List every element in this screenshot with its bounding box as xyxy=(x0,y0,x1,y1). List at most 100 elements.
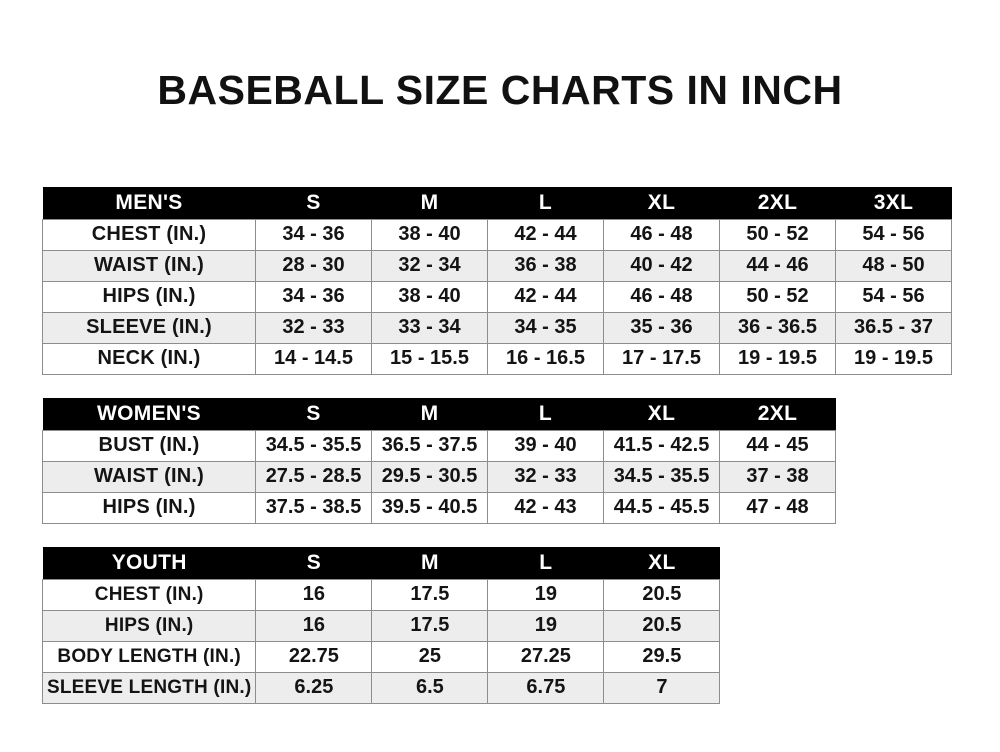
measurement-value: 16 - 16.5 xyxy=(487,342,604,375)
measurement-value: 19 - 19.5 xyxy=(835,342,952,375)
table-header-row: WOMEN'S S M L XL 2XL xyxy=(42,398,836,430)
measurement-value: 48 - 50 xyxy=(835,249,952,282)
measurement-value: 19 xyxy=(487,578,605,611)
measurement-value: 47 - 48 xyxy=(719,491,836,524)
size-column-header-m: M xyxy=(371,398,488,430)
measurement-value: 32 - 33 xyxy=(487,460,604,493)
measurement-value: 34 - 36 xyxy=(255,218,372,251)
table-header-row: MEN'S S M L XL 2XL 3XL xyxy=(42,187,952,219)
table-row: BODY LENGTH (IN.) 22.75 25 27.25 29.5 xyxy=(41,640,721,673)
measurement-value: 36.5 - 37 xyxy=(835,311,952,344)
table-row: BUST (IN.) 34.5 - 35.5 36.5 - 37.5 39 - 40 4… xyxy=(42,429,836,462)
table-row: SLEEVE (IN.) 32 - 33 33 - 34 34 - 35 35 - 36… xyxy=(42,311,952,344)
measurement-value: 25 xyxy=(371,640,489,673)
mens-size-table: MEN'S S M L XL 2XL 3XL CHEST (IN.) 34 - 36 38 - 4… xyxy=(42,187,952,375)
measurement-value: 19 xyxy=(487,609,605,642)
measurement-value: 16 xyxy=(255,609,373,642)
measurement-value: 29.5 - 30.5 xyxy=(371,460,488,493)
size-column-header-xl: XL xyxy=(603,187,720,219)
measurement-value: 50 - 52 xyxy=(719,280,836,313)
measurement-value: 6.25 xyxy=(255,671,373,704)
measurement-value: 46 - 48 xyxy=(603,280,720,313)
measurement-value: 37 - 38 xyxy=(719,460,836,493)
size-column-header-xl: XL xyxy=(603,547,720,579)
measurement-value: 34 - 35 xyxy=(487,311,604,344)
measurement-value: 17.5 xyxy=(371,578,489,611)
measurement-value: 46 - 48 xyxy=(603,218,720,251)
measurement-label: HIPS (IN.) xyxy=(41,609,257,642)
size-column-header-s: S xyxy=(255,187,372,219)
measurement-value: 6.75 xyxy=(487,671,605,704)
measurement-value: 17 - 17.5 xyxy=(603,342,720,375)
measurement-value: 14 - 14.5 xyxy=(255,342,372,375)
measurement-value: 37.5 - 38.5 xyxy=(255,491,372,524)
size-column-header-m: M xyxy=(371,187,488,219)
table-row: HIPS (IN.) 16 17.5 19 20.5 xyxy=(41,609,721,642)
size-column-header-l: L xyxy=(487,398,604,430)
size-column-header-3xl: 3XL xyxy=(835,187,952,219)
measurement-value: 42 - 44 xyxy=(487,218,604,251)
table-row: HIPS (IN.) 37.5 - 38.5 39.5 - 40.5 42 - 43 4… xyxy=(42,491,836,524)
measurement-label: NECK (IN.) xyxy=(42,342,256,375)
measurement-label: SLEEVE LENGTH (IN.) xyxy=(41,671,257,704)
measurement-value: 15 - 15.5 xyxy=(371,342,488,375)
measurement-value: 16 xyxy=(255,578,373,611)
measurement-label: WAIST (IN.) xyxy=(42,460,256,493)
page-title: BASEBALL SIZE CHARTS IN INCH xyxy=(157,67,843,113)
measurement-value: 6.5 xyxy=(371,671,489,704)
measurement-value: 32 - 34 xyxy=(371,249,488,282)
measurement-value: 27.25 xyxy=(487,640,605,673)
table-row: SLEEVE LENGTH (IN.) 6.25 6.5 6.75 7 xyxy=(41,671,721,704)
table-row: CHEST (IN.) 16 17.5 19 20.5 xyxy=(41,578,721,611)
measurement-value: 22.75 xyxy=(255,640,373,673)
table-category-label: MEN'S xyxy=(42,187,256,219)
measurement-label: HIPS (IN.) xyxy=(42,491,256,524)
measurement-value: 29.5 xyxy=(603,640,721,673)
size-column-header-2xl: 2XL xyxy=(719,187,836,219)
measurement-value: 39.5 - 40.5 xyxy=(371,491,488,524)
size-column-header-l: L xyxy=(487,187,604,219)
measurement-value: 44 - 46 xyxy=(719,249,836,282)
table-row: WAIST (IN.) 27.5 - 28.5 29.5 - 30.5 32 - 33… xyxy=(42,460,836,493)
size-column-header-s: S xyxy=(255,398,372,430)
measurement-value: 41.5 - 42.5 xyxy=(603,429,720,462)
measurement-value: 20.5 xyxy=(603,578,721,611)
measurement-value: 27.5 - 28.5 xyxy=(255,460,372,493)
measurement-value: 17.5 xyxy=(371,609,489,642)
measurement-value: 36 - 38 xyxy=(487,249,604,282)
measurement-value: 40 - 42 xyxy=(603,249,720,282)
measurement-value: 44 - 45 xyxy=(719,429,836,462)
measurement-value: 42 - 44 xyxy=(487,280,604,313)
table-row: WAIST (IN.) 28 - 30 32 - 34 36 - 38 40 - 42 4… xyxy=(42,249,952,282)
measurement-value: 54 - 56 xyxy=(835,218,952,251)
measurement-value: 38 - 40 xyxy=(371,280,488,313)
measurement-value: 34 - 36 xyxy=(255,280,372,313)
table-row: CHEST (IN.) 34 - 36 38 - 40 42 - 44 46 - 48 5… xyxy=(42,218,952,251)
measurement-value: 44.5 - 45.5 xyxy=(603,491,720,524)
size-column-header-m: M xyxy=(371,547,488,579)
table-category-label: WOMEN'S xyxy=(42,398,256,430)
measurement-label: CHEST (IN.) xyxy=(42,218,256,251)
measurement-value: 50 - 52 xyxy=(719,218,836,251)
table-row: HIPS (IN.) 34 - 36 38 - 40 42 - 44 46 - 48 50… xyxy=(42,280,952,313)
size-column-header-s: S xyxy=(255,547,372,579)
measurement-value: 36 - 36.5 xyxy=(719,311,836,344)
table-row: NECK (IN.) 14 - 14.5 15 - 15.5 16 - 16.5 17 … xyxy=(42,342,952,375)
measurement-value: 28 - 30 xyxy=(255,249,372,282)
size-column-header-l: L xyxy=(487,547,604,579)
measurement-value: 34.5 - 35.5 xyxy=(255,429,372,462)
measurement-label: BODY LENGTH (IN.) xyxy=(41,640,257,673)
youth-size-table: YOUTH S M L XL CHEST (IN.) 16 17.5 19 20.5 HIPS (I… xyxy=(41,547,721,704)
size-column-header-xl: XL xyxy=(603,398,720,430)
measurement-value: 34.5 - 35.5 xyxy=(603,460,720,493)
measurement-value: 36.5 - 37.5 xyxy=(371,429,488,462)
measurement-value: 32 - 33 xyxy=(255,311,372,344)
womens-size-table: WOMEN'S S M L XL 2XL BUST (IN.) 34.5 - 35.5 36.5… xyxy=(42,398,836,524)
measurement-value: 39 - 40 xyxy=(487,429,604,462)
size-column-header-2xl: 2XL xyxy=(719,398,836,430)
measurement-value: 7 xyxy=(603,671,721,704)
measurement-label: SLEEVE (IN.) xyxy=(42,311,256,344)
measurement-value: 38 - 40 xyxy=(371,218,488,251)
measurement-label: BUST (IN.) xyxy=(42,429,256,462)
